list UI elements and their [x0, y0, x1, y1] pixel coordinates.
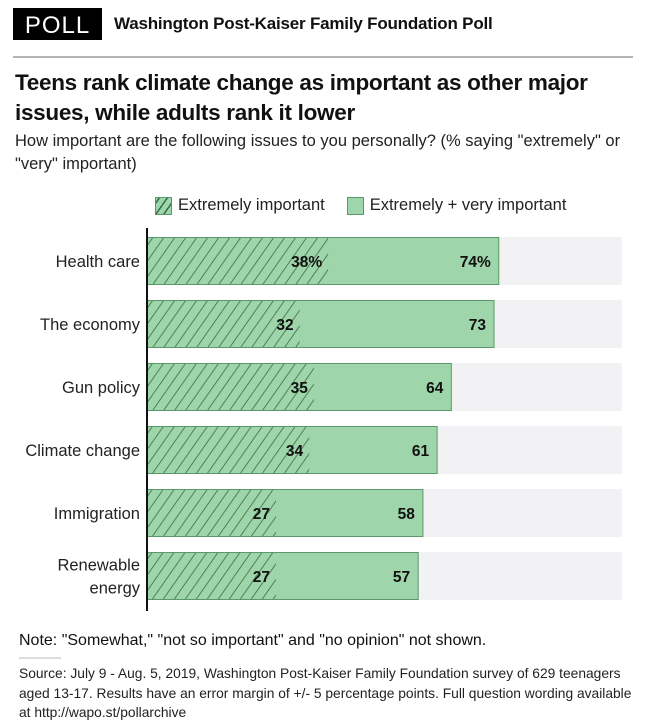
category-label: Gun policy: [62, 379, 141, 397]
poll-badge: POLL: [13, 8, 102, 40]
legend-label-extremely: Extremely important: [178, 196, 325, 214]
data-label-extremely: 32: [276, 317, 293, 334]
data-label-extremely: 35: [291, 380, 309, 397]
source-divider: [19, 657, 61, 659]
data-label-combined: 64: [426, 380, 444, 397]
data-label-extremely: 27: [253, 506, 270, 523]
data-label-combined: 57: [393, 569, 410, 586]
header-divider: [13, 56, 633, 58]
chart-subtitle: How important are the following issues t…: [15, 132, 621, 173]
category-label: Health care: [56, 253, 140, 271]
legend-swatch-solid-icon: [346, 196, 364, 215]
data-label-extremely: 38%: [291, 254, 322, 271]
bar-extremely: [148, 364, 314, 410]
category-label: Climate change: [25, 442, 140, 460]
legend-swatch-hatched-icon: [155, 196, 172, 215]
chart-title: Teens rank climate change as important a…: [15, 70, 588, 125]
legend: Extremely important Extremely + very imp…: [155, 196, 566, 215]
bar-extremely: [148, 238, 329, 284]
category-label: Renewable: [57, 557, 140, 575]
header: POLL Washington Post-Kaiser Family Found…: [13, 6, 493, 42]
data-label-combined: 61: [412, 443, 430, 460]
category-label: The economy: [40, 316, 141, 334]
brand-title: Washington Post-Kaiser Family Foundation…: [114, 14, 493, 33]
legend-label-combined: Extremely + very important: [369, 196, 567, 214]
footnote: Note: "Somewhat," "not so important" and…: [19, 632, 487, 649]
bar-extremely: [148, 553, 276, 599]
source-text: Source: July 9 - Aug. 5, 2019, Washingto…: [19, 666, 632, 720]
bar-extremely: [148, 490, 276, 536]
bar-extremely: [148, 427, 310, 473]
data-label-extremely: 27: [253, 569, 270, 586]
data-label-combined: 74%: [460, 254, 491, 271]
data-label-extremely: 34: [286, 443, 304, 460]
category-label: energy: [90, 580, 141, 598]
data-label-combined: 58: [398, 506, 416, 523]
data-label-combined: 73: [469, 317, 487, 334]
bar-extremely: [148, 301, 300, 347]
category-label: Immigration: [54, 505, 140, 523]
